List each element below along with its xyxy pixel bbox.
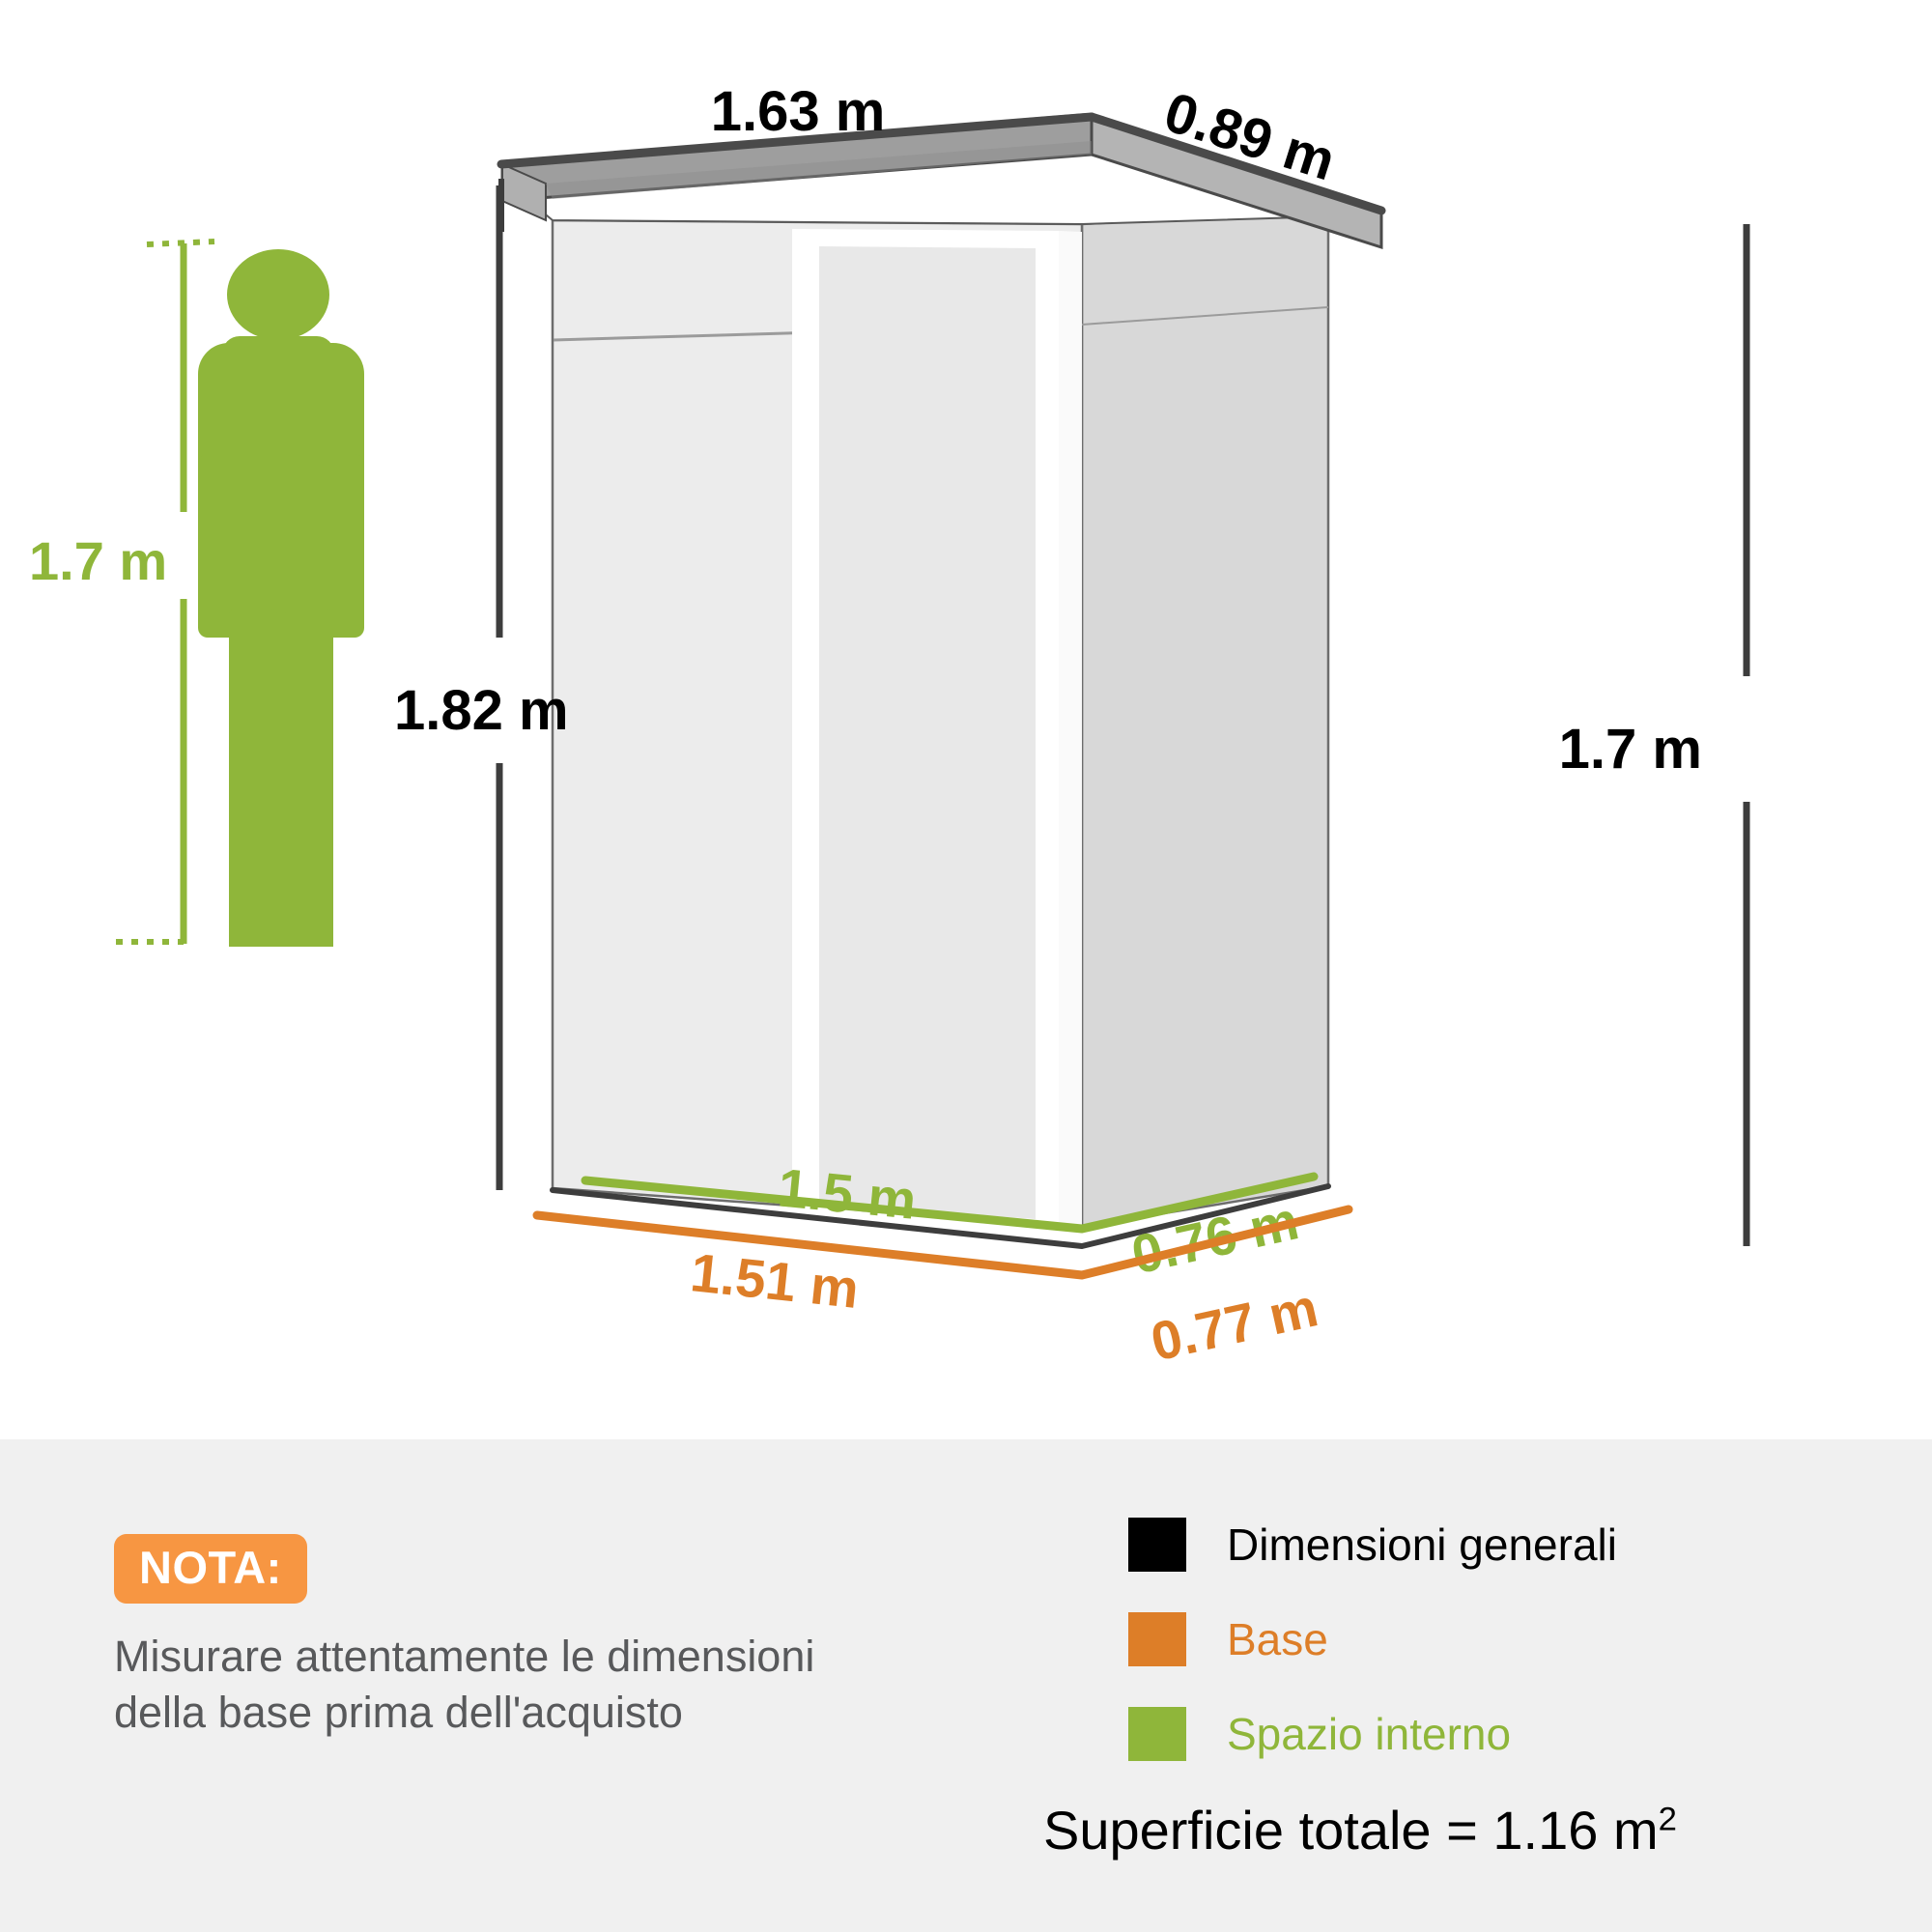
label-shed-width-overall: 1.63 m: [711, 80, 886, 143]
person-scale-group: 1.7 m: [29, 239, 364, 947]
legend-label-overall: Dimensioni generali: [1227, 1520, 1617, 1570]
label-base-width: 1.51 m: [688, 1241, 862, 1320]
info-panel: NOTA: Misurare attentamente le dimension…: [0, 1439, 1932, 1932]
shed-side-seam: [1081, 306, 1329, 326]
person-top-tick: [146, 239, 215, 247]
person-height-label: 1.7 m: [29, 530, 167, 591]
overall-base-outline: [550, 1183, 1331, 1249]
shed-roof-top-edge-right: [1087, 112, 1386, 215]
shed-door-panel: [819, 246, 1036, 1219]
shed-roof-underside: [546, 141, 1092, 199]
note-text: Misurare attentamente le dimensioni dell…: [114, 1632, 815, 1737]
note-block: NOTA: Misurare attentamente le dimension…: [114, 1534, 867, 1740]
label-shed-height-overall: 1.82 m: [394, 679, 569, 742]
label-interior-width: 1.5 m: [776, 1156, 920, 1230]
legend: Dimensioni generali Base Spazio interno: [1128, 1497, 1862, 1781]
person-silhouette-icon: [198, 249, 364, 947]
note-badge: NOTA:: [114, 1534, 307, 1604]
label-shed-height-rear: 1.7 m: [1559, 718, 1702, 781]
legend-swatch-base: [1128, 1612, 1186, 1666]
total-area-exponent: 2: [1658, 1801, 1677, 1838]
total-area-text: Superficie totale = 1.16 m: [1043, 1800, 1659, 1861]
interior-base-outline: [581, 1172, 1319, 1234]
diagram-area: 1.7 m: [29, 80, 1750, 1373]
legend-swatch-interior: [1128, 1707, 1186, 1761]
shed-roof-top-edge-front: [497, 112, 1096, 169]
total-area-summary: Superficie totale = 1.16 m2: [1043, 1799, 1677, 1861]
shed-3d-model: [497, 112, 1386, 1229]
dimension-drawing: 1.7 m: [29, 80, 1750, 1373]
legend-swatch-overall: [1128, 1518, 1186, 1572]
legend-label-interior: Spazio interno: [1227, 1709, 1512, 1759]
legend-item-overall: Dimensioni generali: [1128, 1497, 1862, 1592]
legend-label-base: Base: [1227, 1614, 1328, 1664]
label-base-depth: 0.77 m: [1146, 1276, 1323, 1372]
shed-side-wall: [1080, 209, 1330, 1229]
shed-corner-post: [1059, 231, 1082, 1227]
legend-item-base: Base: [1128, 1592, 1862, 1687]
base-outline: [532, 1205, 1353, 1280]
legend-item-interior: Spazio interno: [1128, 1687, 1862, 1781]
